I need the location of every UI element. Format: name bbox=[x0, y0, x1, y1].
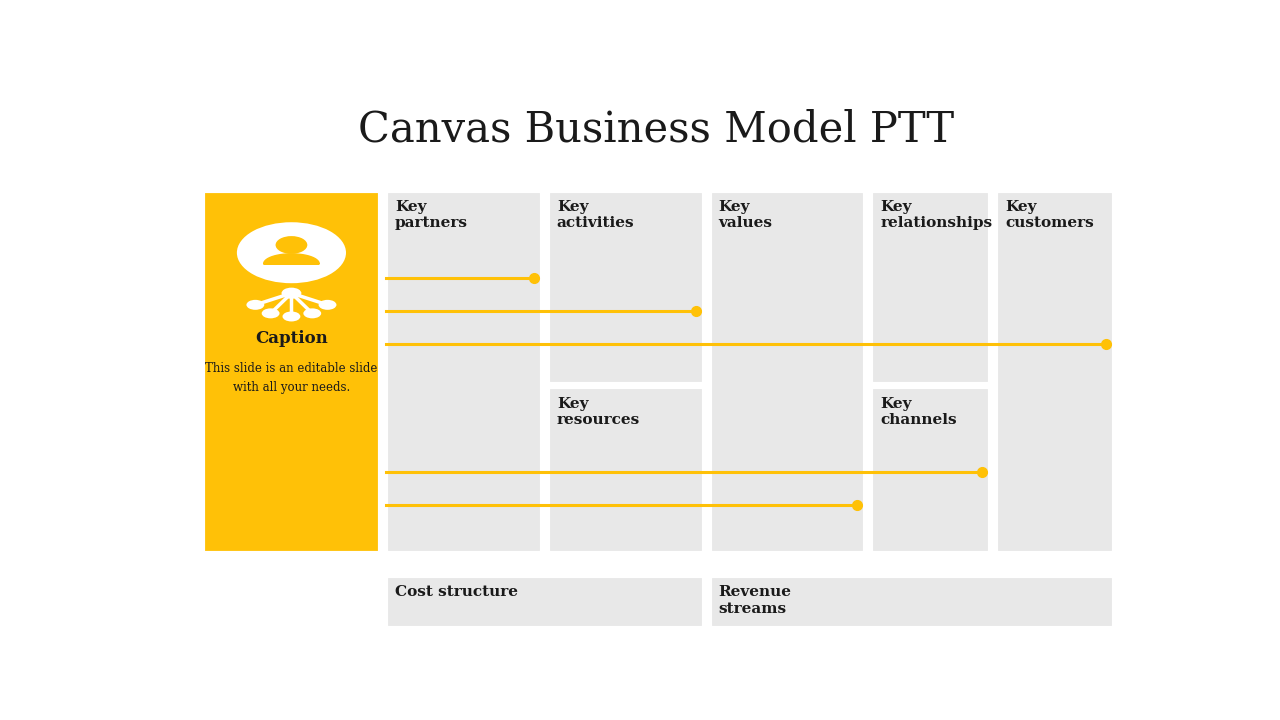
Text: Revenue
streams: Revenue streams bbox=[718, 585, 791, 616]
Text: Key
customers: Key customers bbox=[1005, 200, 1094, 230]
Text: Canvas Business Model PTT: Canvas Business Model PTT bbox=[358, 109, 954, 150]
Text: Key
relationships: Key relationships bbox=[881, 200, 992, 230]
FancyBboxPatch shape bbox=[872, 191, 991, 384]
Text: Key
resources: Key resources bbox=[557, 397, 640, 427]
Polygon shape bbox=[264, 254, 319, 264]
Circle shape bbox=[303, 308, 321, 318]
FancyBboxPatch shape bbox=[996, 191, 1115, 553]
Circle shape bbox=[247, 300, 264, 310]
FancyBboxPatch shape bbox=[709, 576, 1115, 628]
Circle shape bbox=[237, 222, 346, 283]
Text: Key
channels: Key channels bbox=[881, 397, 957, 427]
Text: Key
activities: Key activities bbox=[557, 200, 635, 230]
FancyBboxPatch shape bbox=[709, 191, 865, 553]
FancyBboxPatch shape bbox=[872, 387, 991, 553]
Circle shape bbox=[261, 308, 279, 318]
Circle shape bbox=[275, 236, 307, 254]
Text: Cost structure: Cost structure bbox=[396, 585, 518, 599]
Text: Caption: Caption bbox=[255, 330, 328, 347]
Text: This slide is an editable slide
with all your needs.: This slide is an editable slide with all… bbox=[205, 362, 378, 395]
FancyBboxPatch shape bbox=[387, 576, 704, 628]
FancyBboxPatch shape bbox=[202, 191, 380, 553]
Text: Key
partners: Key partners bbox=[396, 200, 468, 230]
Circle shape bbox=[319, 300, 337, 310]
FancyBboxPatch shape bbox=[387, 191, 541, 553]
Circle shape bbox=[283, 312, 301, 321]
FancyBboxPatch shape bbox=[548, 191, 704, 384]
FancyBboxPatch shape bbox=[548, 387, 704, 553]
Circle shape bbox=[282, 288, 301, 299]
Text: Key
values: Key values bbox=[718, 200, 773, 230]
